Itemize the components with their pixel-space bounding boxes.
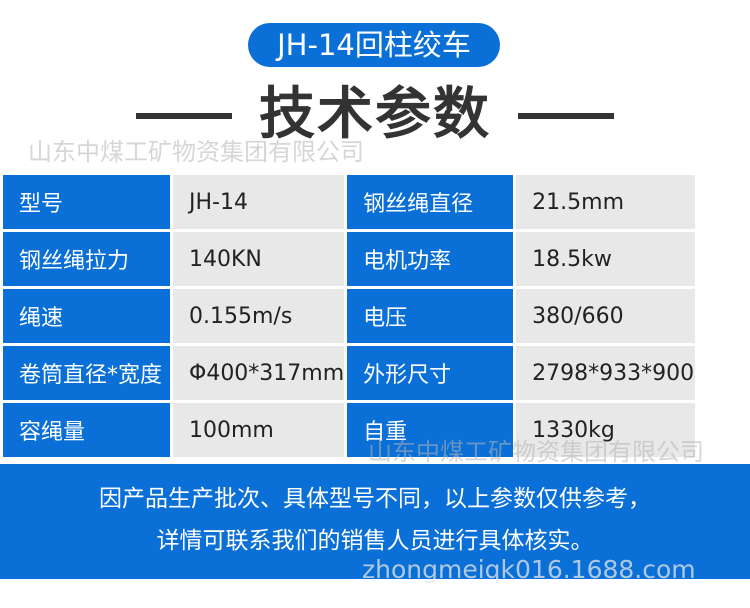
notice-line: 详情可联系我们的销售人员进行具体核实。 — [156, 528, 594, 554]
spec-label: 容绳量 — [3, 403, 170, 457]
spec-row: 容绳量 100mm 自重 1330kg — [3, 403, 696, 457]
spec-label: 绳速 — [3, 289, 170, 343]
spec-label: 自重 — [347, 403, 514, 457]
spec-value: Φ400*317mm — [173, 346, 345, 400]
spec-label: 卷筒直径*宽度 — [3, 346, 170, 400]
spec-row: 钢丝绳拉力 140KN 电机功率 18.5kw — [3, 232, 696, 286]
spec-value: JH-14 — [173, 175, 345, 229]
spec-label: 钢丝绳拉力 — [3, 232, 170, 286]
url-watermark: zhongmeiqk016.1688.com — [362, 555, 696, 584]
spec-row: 绳速 0.155m/s 电压 380/660 — [3, 289, 696, 343]
spec-value: 21.5mm — [516, 175, 696, 229]
section-title: 技术参数 — [259, 82, 491, 147]
spec-value: 0.155m/s — [173, 289, 345, 343]
spec-value: 1330kg — [516, 403, 696, 457]
spec-label: 外形尺寸 — [347, 346, 514, 400]
spec-value: 100mm — [173, 403, 345, 457]
spec-value: 18.5kw — [516, 232, 696, 286]
spec-value: 2798*933*900 — [516, 346, 696, 400]
spec-value: 140KN — [173, 232, 345, 286]
spec-label: 电压 — [347, 289, 514, 343]
spec-value: 380/660 — [516, 289, 696, 343]
spec-row: 卷筒直径*宽度 Φ400*317mm 外形尺寸 2798*933*900 — [3, 346, 696, 400]
title-divider-right — [518, 113, 614, 119]
notice-banner: 因产品生产批次、具体型号不同，以上参数仅供参考， 详情可联系我们的销售人员进行具… — [0, 464, 750, 579]
spec-table: 型号 JH-14 钢丝绳直径 21.5mm 钢丝绳拉力 140KN 电机功率 18.5kw 绳速… — [0, 172, 698, 460]
spec-label: 电机功率 — [347, 232, 514, 286]
spec-row: 型号 JH-14 钢丝绳直径 21.5mm — [3, 175, 696, 229]
product-title-badge: JH-14回柱绞车 — [248, 23, 500, 67]
spec-label: 钢丝绳直径 — [347, 175, 514, 229]
title-divider-left — [136, 113, 232, 119]
watermark: 山东中煤工矿物资集团有限公司 — [28, 138, 364, 166]
spec-label: 型号 — [3, 175, 170, 229]
watermark: 山东中煤工矿物资集团有限公司 — [368, 438, 704, 466]
notice-line: 因产品生产批次、具体型号不同，以上参数仅供参考， — [99, 486, 651, 512]
